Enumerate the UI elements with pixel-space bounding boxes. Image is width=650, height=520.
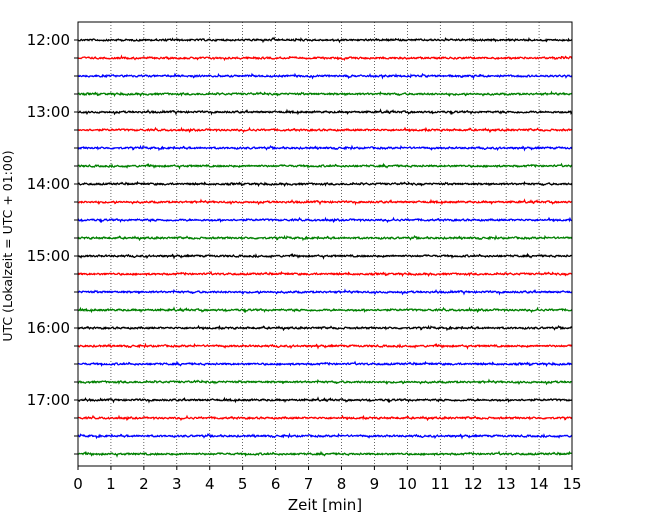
seismogram-trace	[77, 126, 573, 134]
seismogram-trace	[77, 198, 573, 206]
x-tick-label: 12	[464, 475, 483, 493]
x-tick-label: 15	[562, 475, 581, 493]
x-tick-label: 0	[73, 475, 83, 493]
seismogram-trace	[77, 324, 573, 332]
seismogram-trace	[77, 54, 573, 62]
seismogram-trace	[77, 90, 573, 98]
x-tick-label: 4	[205, 475, 215, 493]
x-tick-label: 14	[530, 475, 549, 493]
seismogram-trace	[77, 270, 573, 278]
seismogram-trace	[77, 396, 573, 404]
y-tick-label: 12:00	[27, 31, 70, 49]
x-tick-label: 5	[238, 475, 248, 493]
seismogram-trace	[77, 288, 573, 296]
seismogram-trace	[77, 234, 573, 242]
seismogram-trace	[77, 144, 573, 152]
seismogram-trace	[77, 72, 573, 80]
x-tick-label: 13	[497, 475, 516, 493]
vertical-gridlines	[110, 22, 540, 466]
seismogram-trace	[77, 378, 573, 386]
seismogram-trace	[77, 414, 573, 422]
x-tick-label: 9	[370, 475, 380, 493]
y-tick-label: 13:00	[27, 103, 70, 121]
x-axis-label: Zeit [min]	[288, 496, 362, 514]
y-axis-ticks: 12:00 13:00 14:00 15:00 16:00 17:00	[27, 31, 78, 455]
seismogram-trace	[77, 450, 573, 458]
seismogram-trace	[77, 306, 573, 314]
seismogram-trace	[77, 432, 573, 440]
seismogram-trace	[77, 342, 573, 350]
seismogram-trace	[77, 108, 573, 116]
y-tick-label: 15:00	[27, 247, 70, 265]
seismogram-traces	[77, 36, 573, 458]
seismogram-trace	[77, 162, 573, 170]
x-tick-label: 7	[304, 475, 314, 493]
x-tick-label: 11	[431, 475, 450, 493]
seismogram-trace	[77, 36, 573, 44]
seismogram-trace	[77, 216, 573, 224]
y-tick-label: 17:00	[27, 391, 70, 409]
x-tick-label: 1	[106, 475, 116, 493]
x-tick-label: 6	[271, 475, 281, 493]
x-tick-label: 10	[398, 475, 417, 493]
seismogram-trace	[77, 180, 573, 188]
x-axis-ticks: 0 1 2 3 4 5 6 7 8 9 10 11 12 13 14 15	[73, 466, 582, 493]
x-tick-label: 8	[337, 475, 347, 493]
y-tick-label: 16:00	[27, 319, 70, 337]
seismogram-trace	[77, 360, 573, 368]
y-axis-label: UTC (Lokalzeit = UTC + 01:00)	[0, 150, 15, 341]
plot-background	[78, 22, 572, 466]
x-tick-label: 3	[172, 475, 182, 493]
seismogram-trace	[77, 252, 573, 260]
x-tick-label: 2	[139, 475, 149, 493]
plot-frame	[77, 21, 573, 467]
y-tick-label: 14:00	[27, 175, 70, 193]
